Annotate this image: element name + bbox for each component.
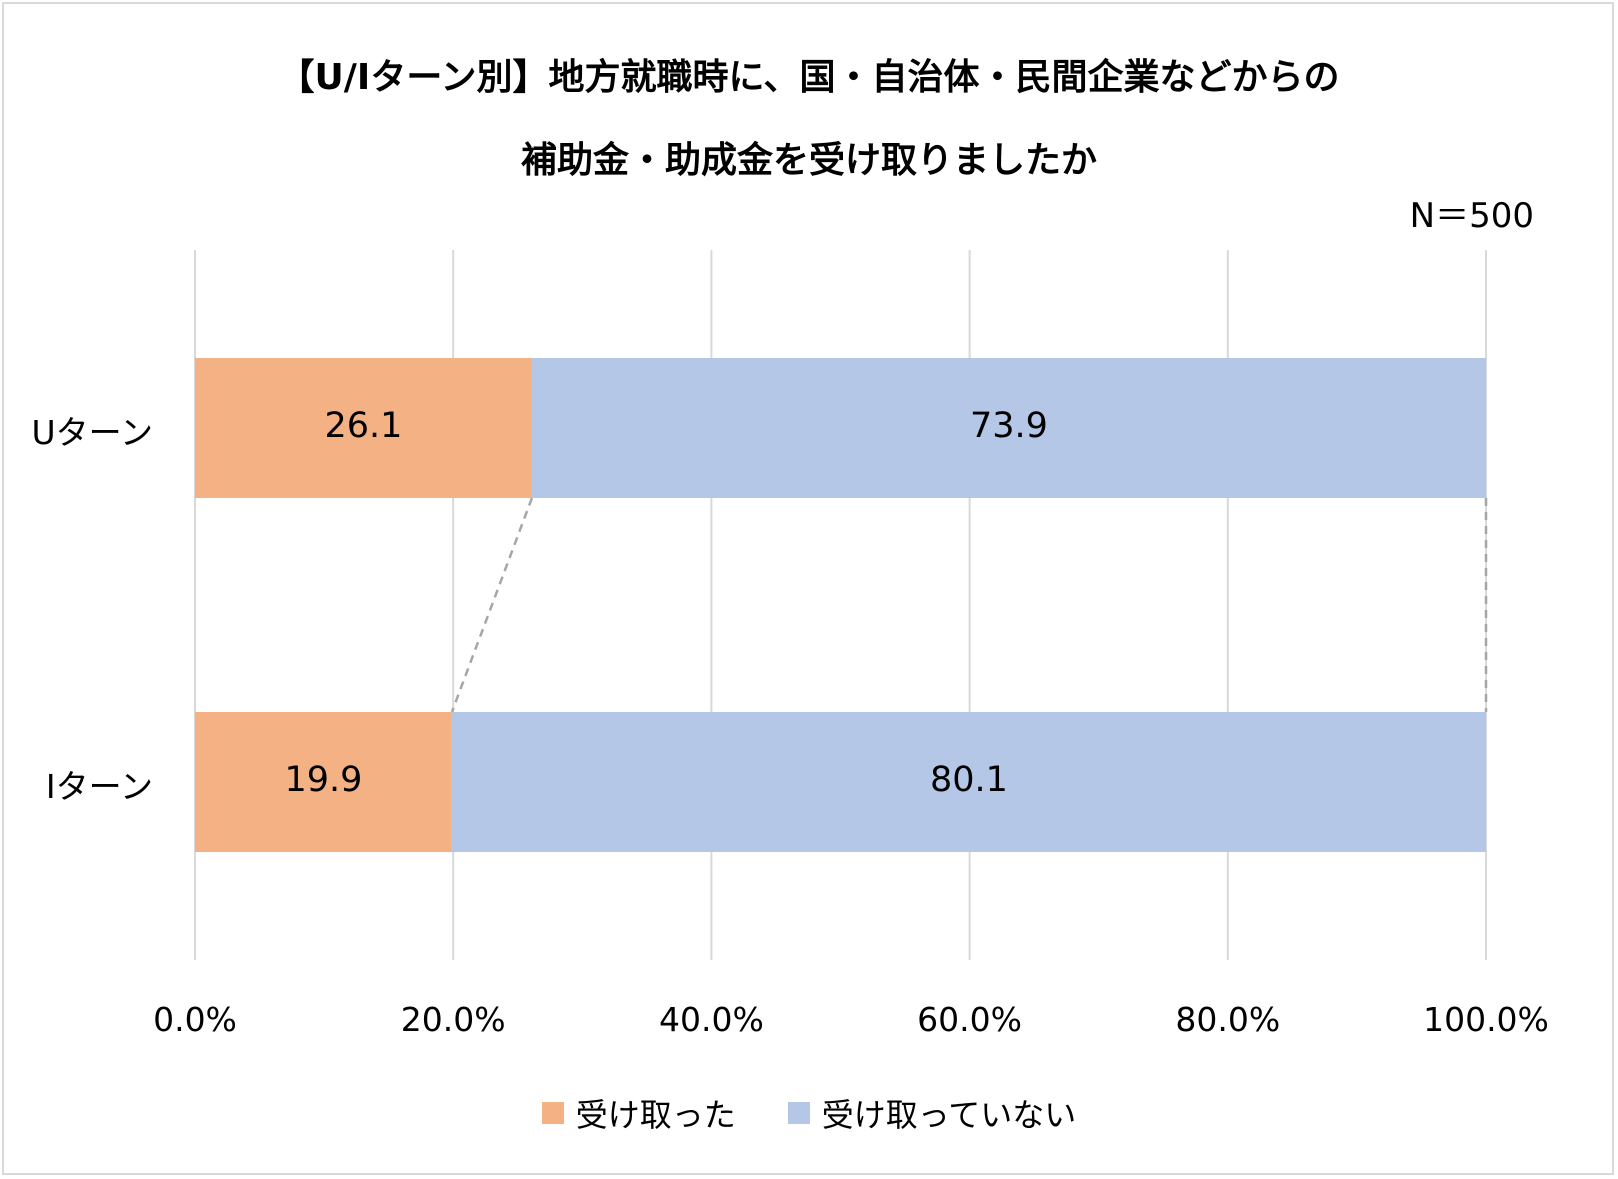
data-label: 26.1 xyxy=(324,406,403,446)
chart-title: 【U/Iターン別】地方就職時に、国・自治体・民間企業などからの xyxy=(278,57,1340,98)
legend-label-received: 受け取った xyxy=(575,1096,736,1134)
legend-swatch-received xyxy=(541,1102,564,1124)
sample-size-label: N＝500 xyxy=(1409,196,1534,236)
legend-label-not-received: 受け取っていない xyxy=(821,1096,1077,1134)
x-tick-label: 0.0% xyxy=(153,1000,237,1039)
data-label: 73.9 xyxy=(970,406,1048,446)
data-label: 19.9 xyxy=(284,760,363,800)
legend-swatch-not-received xyxy=(787,1102,810,1124)
bar-segment xyxy=(451,712,1487,852)
bar-segment xyxy=(531,358,1486,498)
category-label: Iターン xyxy=(45,767,153,806)
x-tick-label: 100.0% xyxy=(1423,1000,1549,1039)
data-label: 80.1 xyxy=(929,760,1008,800)
x-tick-label: 20.0% xyxy=(400,1000,506,1039)
bar-segment xyxy=(195,358,532,498)
legend-item-received: 受け取った xyxy=(541,1090,736,1136)
chart-title-line2: 補助金・助成金を受け取りましたか xyxy=(520,140,1097,181)
x-tick-label: 40.0% xyxy=(658,1000,764,1039)
x-tick-label: 60.0% xyxy=(917,1000,1023,1039)
legend-item-not-received: 受け取っていない xyxy=(787,1090,1077,1136)
x-tick-label: 80.0% xyxy=(1175,1000,1281,1039)
category-label: Uターン xyxy=(31,413,153,452)
series-line xyxy=(450,497,534,713)
bar-segment xyxy=(195,712,452,852)
legend: 受け取った 受け取っていない xyxy=(0,1090,1618,1136)
